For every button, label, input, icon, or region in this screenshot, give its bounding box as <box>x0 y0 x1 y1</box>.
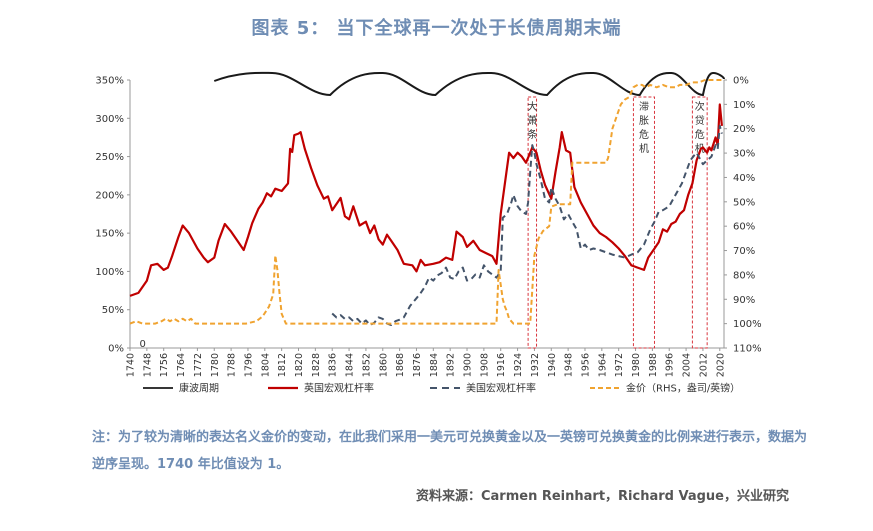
x-tick-label: 1852 <box>361 353 372 377</box>
x-tick-label: 1916 <box>496 353 507 377</box>
y-left-tick-label: 200% <box>95 190 124 201</box>
y-right-tick-label: 70% <box>733 246 755 257</box>
x-tick-label: 1908 <box>479 353 490 377</box>
gold-price-line <box>129 79 722 325</box>
x-tick-label: 1844 <box>345 353 356 377</box>
x-tick-label: 1932 <box>530 353 541 377</box>
y-right-tick-label: 100% <box>733 319 762 330</box>
y-left-tick-label: 250% <box>95 152 124 163</box>
legend-us-leverage-label: 美国宏观杠杆率 <box>466 382 536 395</box>
x-tick-label: 1980 <box>631 353 642 377</box>
x-tick-label: 1940 <box>547 353 558 377</box>
x-tick-label: 1764 <box>176 353 187 377</box>
y-left-tick-label: 350% <box>95 76 124 87</box>
legend-gold-label: 金价（RHS，盎司/英镑） <box>626 382 740 395</box>
x-tick-label: 2020 <box>715 353 726 377</box>
y-right-tick-label: 20% <box>733 124 755 135</box>
x-tick-label: 1812 <box>277 353 288 377</box>
x-tick-label: 2004 <box>682 353 693 377</box>
x-tick-label: 1820 <box>294 353 305 377</box>
y-right-tick-label: 30% <box>733 149 755 160</box>
x-tick-label: 1796 <box>243 353 254 377</box>
crisis-label-char: 次 <box>695 100 705 113</box>
x-tick-label: 1860 <box>378 353 389 377</box>
crisis-box <box>691 96 708 349</box>
y-right-tick-label: 10% <box>733 100 755 111</box>
chart-note: 注：为了较为清晰的表达名义金价的变动，在此我们采用一美元可兑换黄金以及一英镑可兑… <box>92 430 808 472</box>
annotation-zero: 0 <box>139 339 145 350</box>
y-right-tick-label: 50% <box>733 197 755 208</box>
crisis-label-char: 危 <box>695 129 705 141</box>
legend-uk-leverage-label: 英国宏观杠杆率 <box>304 382 374 395</box>
x-tick-label: 1956 <box>580 353 591 377</box>
x-tick-label: 1804 <box>260 353 271 377</box>
y-left-tick-label: 0% <box>108 344 124 355</box>
x-tick-label: 1788 <box>227 353 238 377</box>
x-tick-label: 1996 <box>665 353 676 377</box>
x-tick-label: 1900 <box>463 353 474 377</box>
x-tick-label: 1836 <box>328 353 339 377</box>
y-right-tick-label: 0% <box>733 76 749 87</box>
crisis-label-char: 条 <box>527 128 537 141</box>
y-right-tick-label: 40% <box>733 173 755 184</box>
legend-kondratieff-label: 康波周期 <box>179 382 219 395</box>
x-tick-label: 1892 <box>446 353 457 377</box>
x-tick-label: 1756 <box>159 353 170 377</box>
y-right-tick-label: 80% <box>733 270 755 281</box>
y-right-tick-label: 110% <box>733 344 762 355</box>
x-tick-label: 1972 <box>614 353 625 377</box>
x-tick-label: 2012 <box>698 353 709 377</box>
us-leverage-line <box>331 124 723 326</box>
chart-source: 资料来源：Carmen Reinhart，Richard Vague，兴业研究 <box>415 489 789 504</box>
y-left-tick-label: 150% <box>95 229 124 240</box>
y-left-tick-label: 50% <box>102 305 124 316</box>
crisis-label-char: 胀 <box>639 115 649 127</box>
x-tick-label: 1924 <box>513 353 524 377</box>
x-tick-label: 1876 <box>412 353 423 377</box>
crisis-label-char: 滞 <box>639 101 649 113</box>
x-tick-label: 1988 <box>648 353 659 377</box>
x-tick-label: 1740 <box>126 353 137 377</box>
uk-leverage-line <box>129 103 723 297</box>
kondratieff-wave-line <box>213 71 725 97</box>
crisis-label-char: 大 <box>527 100 537 113</box>
x-tick-label: 1884 <box>429 353 440 377</box>
y-left-tick-label: 100% <box>95 267 124 278</box>
x-tick-label: 1780 <box>210 353 221 377</box>
crisis-label-char: 危 <box>639 129 649 141</box>
crisis-label-char: 机 <box>639 142 649 155</box>
crisis-label-char: 贷 <box>695 114 705 127</box>
y-right-tick-label: 90% <box>733 295 755 306</box>
x-tick-label: 1748 <box>142 353 153 377</box>
crisis-label-char: 萧 <box>527 115 537 127</box>
chart-title: 图表 5： 当下全球再一次处于长债周期末端 <box>251 18 622 39</box>
series-group <box>129 71 725 326</box>
y-right-tick-label: 60% <box>733 222 755 233</box>
x-tick-label: 1964 <box>597 353 608 377</box>
y-left-tick-label: 300% <box>95 114 124 125</box>
x-tick-label: 1948 <box>564 353 575 377</box>
x-tick-label: 1772 <box>193 353 204 377</box>
x-tick-label: 1828 <box>311 353 322 377</box>
x-tick-label: 1868 <box>395 353 406 377</box>
axes-group: 0% 50% 100% 150% 200% 250% 300% 350% 0% 10% 20% 30%… <box>95 76 761 378</box>
legend: 康波周期 英国宏观杠杆率 美国宏观杠杆率 金价（RHS，盎司/英镑） <box>143 382 740 395</box>
